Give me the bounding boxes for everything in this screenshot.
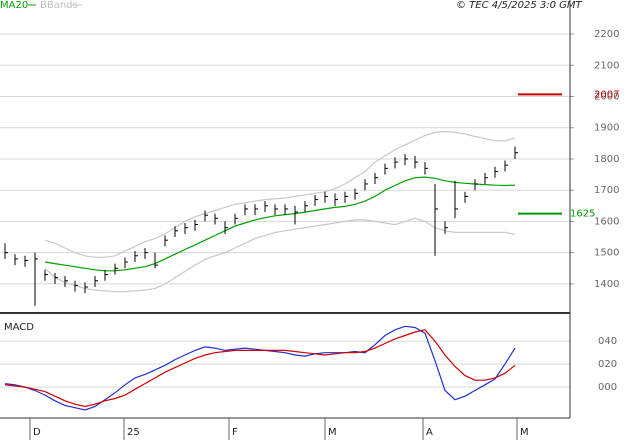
level-label: 2007 bbox=[594, 89, 619, 100]
x-tick-label: D bbox=[33, 427, 41, 438]
legend-label: MA20 bbox=[0, 0, 28, 11]
series-line bbox=[44, 176, 516, 272]
y-tick-label: 1700 bbox=[594, 185, 619, 196]
macd-title: MACD bbox=[4, 322, 34, 333]
series-line bbox=[4, 329, 516, 408]
y-tick-label: 020 bbox=[598, 359, 617, 370]
y-tick-label: 1400 bbox=[594, 279, 619, 290]
x-tick-label: A bbox=[426, 427, 433, 438]
y-tick-label: 1500 bbox=[594, 248, 619, 259]
legend-label: BBands bbox=[40, 0, 78, 11]
x-tick-label: 25 bbox=[127, 427, 140, 438]
y-tick-label: 2100 bbox=[594, 60, 619, 71]
y-tick-label: 2200 bbox=[594, 29, 619, 40]
y-tick-label: 1800 bbox=[594, 154, 619, 165]
y-tick-label: 040 bbox=[598, 336, 617, 347]
y-tick-label: 000 bbox=[598, 382, 617, 393]
level-label: 1625 bbox=[570, 209, 595, 220]
series-line bbox=[44, 130, 516, 258]
copyright: © TEC 4/5/2025 3:0 GMT bbox=[456, 0, 583, 11]
x-tick-label: M bbox=[520, 427, 529, 438]
y-tick-label: 2000 bbox=[594, 92, 619, 103]
y-tick-label: 1900 bbox=[594, 123, 619, 134]
x-tick-label: F bbox=[232, 427, 238, 438]
y-tick-label: 1600 bbox=[594, 216, 619, 227]
series-line bbox=[44, 217, 516, 293]
x-tick-label: M bbox=[328, 427, 337, 438]
